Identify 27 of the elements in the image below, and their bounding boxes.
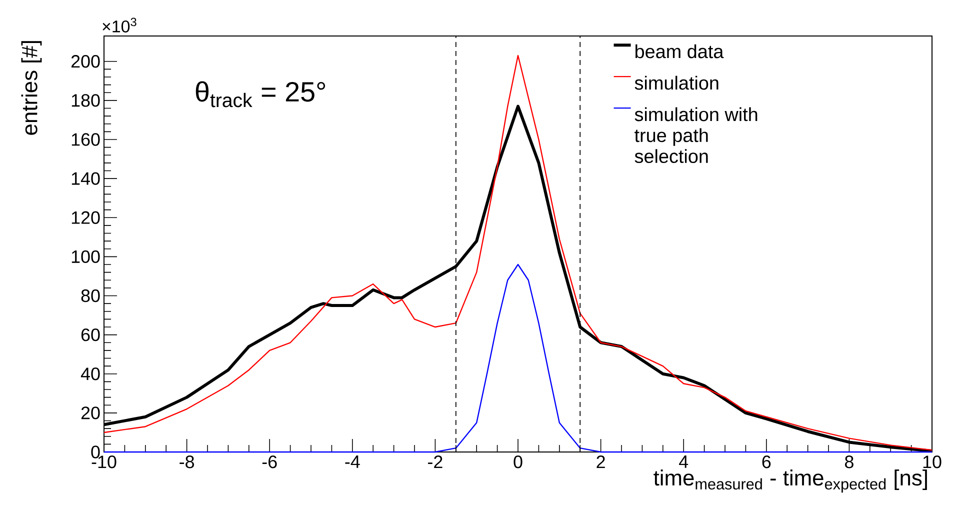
x-tick-label: -6 (262, 456, 277, 468)
x-tick-label: 2 (596, 456, 605, 468)
text: ×10$^{3}$ (102, 18, 136, 32)
y-tick-label: 140 (72, 172, 100, 185)
x-tick-label: 6 (762, 456, 771, 468)
x-tick-label: 8 (845, 456, 854, 468)
x-tick-label: -8 (180, 456, 194, 468)
legend-label: beam data (635, 44, 724, 58)
y-tick-label: 80 (81, 289, 100, 302)
x-tick-label: -4 (345, 456, 360, 468)
y-tick-label: 200 (71, 55, 100, 68)
x-tick-label: 0 (514, 456, 522, 468)
y-tick-label: 60 (81, 328, 100, 342)
y-tick-label: 40 (80, 368, 100, 380)
x-tick-label: 10 (923, 456, 942, 468)
y-tick-label: 120 (72, 211, 100, 224)
x-tick-label: -2 (428, 456, 442, 468)
y-axis-title: entries [#] (21, 41, 42, 135)
y-tick-label: 100 (72, 250, 100, 264)
y-tick-label: 160 (72, 133, 100, 146)
legend-label: simulation with true path selection (634, 107, 758, 164)
y-tick-label: 20 (81, 406, 100, 420)
y-tick-label: 180 (72, 94, 100, 107)
x-axis-title: time$_{measured}$ - time$_{expected}$ [ns] (654, 470, 927, 493)
annotation: θ$_{track}$ = 25° (196, 81, 326, 108)
legend-label: simulation (634, 76, 718, 90)
x-tick-label: 4 (679, 456, 688, 468)
